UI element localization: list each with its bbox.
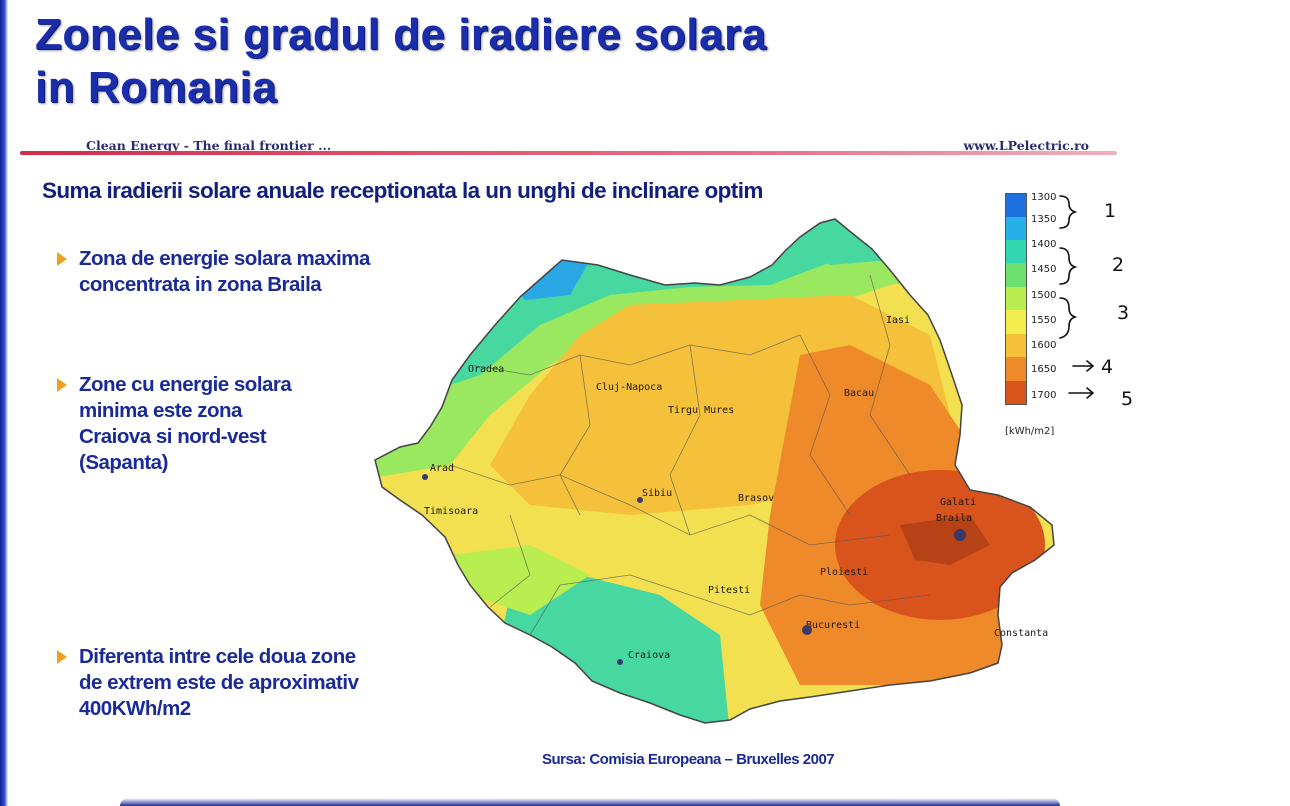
legend-swatch — [1006, 194, 1026, 217]
legend-tick: 1300 — [1031, 192, 1057, 203]
legend-tick: 1350 — [1031, 214, 1057, 225]
legend-tick: 1550 — [1031, 315, 1057, 326]
legend-unit: [kWh/m2] — [1005, 426, 1055, 437]
bullet-line: de extrem este de aproximativ — [79, 671, 359, 694]
annotation-number: 3 — [1117, 302, 1130, 324]
city-tirgu-mures: Tirgu Mures — [668, 405, 734, 416]
legend-tick: 1700 — [1031, 390, 1057, 401]
city-iasi: Iasi — [886, 315, 910, 326]
bullet-line: Craiova si nord-vest — [79, 425, 267, 448]
legend-swatch — [1006, 334, 1026, 357]
bullet-arrow-icon — [57, 650, 67, 664]
city-craiova: Craiova — [628, 650, 670, 661]
title-line-1: Zonele si gradul de iradiere solara — [35, 10, 767, 59]
slide-title: Zonele si gradul de iradiere solara in R… — [35, 8, 767, 114]
legend-tick: 1600 — [1031, 340, 1057, 351]
website-link[interactable]: www.LPelectric.ro — [963, 138, 1090, 153]
legend-swatch — [1006, 381, 1026, 404]
city-sibiu: Sibiu — [642, 488, 672, 499]
city-cluj-napoca: Cluj-Napoca — [596, 382, 662, 393]
city-ploiesti: Ploiesti — [820, 567, 868, 578]
city-arad: Arad — [430, 463, 454, 474]
bullet-arrow-icon — [57, 252, 67, 266]
handwritten-braces — [1059, 195, 1095, 399]
bullet-line: Diferenta intre cele doua zone — [79, 645, 356, 668]
legend-swatch — [1006, 287, 1026, 310]
romania-irradiation-map: Iasi Oradea Cluj-Napoca Bacau Tirgu Mure… — [374, 218, 1055, 724]
bullet-line: Zone cu energie solara — [79, 373, 292, 396]
header-divider — [20, 151, 1117, 155]
country-border — [374, 218, 1055, 724]
city-oradea: Oradea — [468, 364, 504, 375]
zone-braila-core — [900, 515, 990, 565]
city-pitesti: Pitesti — [708, 585, 750, 596]
tagline: Clean Energy - The final frontier ... — [86, 138, 332, 153]
annotation-number: 4 — [1101, 356, 1114, 378]
bullet-line: Zona de energie solara maxima — [79, 247, 370, 270]
bullet-line: minima este zona — [79, 399, 242, 422]
left-accent-bar — [0, 0, 8, 806]
legend-tick: 1450 — [1031, 264, 1057, 275]
county-borders — [449, 274, 931, 636]
city-braila: Braila — [936, 513, 972, 524]
annotation-number: 2 — [1112, 254, 1125, 276]
bullet-line: 400KWh/m2 — [79, 697, 191, 720]
annotation-number: 5 — [1121, 388, 1134, 410]
legend-color-scale — [1005, 193, 1027, 405]
bullet-difference: Diferenta intre cele doua zone de extrem… — [57, 644, 359, 722]
legend-swatch — [1006, 263, 1026, 287]
city-galati: Galati — [940, 497, 976, 508]
legend-tick: 1500 — [1031, 290, 1057, 301]
city-bucuresti: Bucuresti — [806, 620, 860, 631]
header-strip: Clean Energy - The final frontier ... ww… — [20, 138, 1117, 153]
legend-swatch — [1006, 217, 1026, 240]
source-credit: Sursa: Comisia Europeana – Bruxelles 200… — [542, 751, 835, 768]
bullet-line: (Sapanta) — [79, 451, 168, 474]
legend-swatch — [1006, 310, 1026, 334]
annotation-number: 1 — [1104, 200, 1117, 222]
legend-tick: 1650 — [1031, 364, 1057, 375]
irradiation-zones — [375, 219, 1054, 723]
bullet-line: concentrata in zona Braila — [79, 273, 322, 296]
city-bacau: Bacau — [844, 388, 874, 399]
bullet-arrow-icon — [57, 378, 67, 392]
city-constanta: Constanta — [994, 628, 1048, 639]
legend-tick: 1400 — [1031, 239, 1057, 250]
slide-subtitle: Suma iradierii solare anuale receptionat… — [42, 178, 763, 203]
city-markers — [422, 474, 966, 665]
bullet-min-zone: Zone cu energie solara minima este zona … — [57, 372, 292, 476]
title-line-2: in Romania — [35, 63, 278, 112]
city-labels: Iasi Oradea Cluj-Napoca Bacau Tirgu Mure… — [424, 315, 1048, 661]
bottom-accent-bar — [120, 798, 1060, 806]
city-timisoara: Timisoara — [424, 506, 478, 517]
legend-swatch — [1006, 240, 1026, 263]
bullet-max-zone: Zona de energie solara maxima concentrat… — [57, 246, 370, 298]
zone-southwest-light — [450, 545, 590, 615]
legend-swatch — [1006, 357, 1026, 381]
city-brasov: Brasov — [738, 493, 774, 504]
